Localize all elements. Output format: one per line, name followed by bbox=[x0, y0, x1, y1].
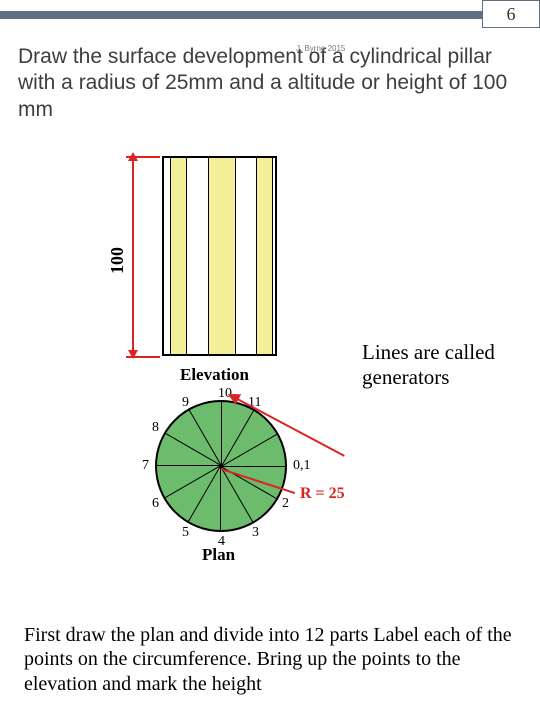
watermark: J. Byrne 2015 bbox=[296, 44, 345, 54]
content-area: J. Byrne 2015 Draw the surface developme… bbox=[18, 44, 522, 123]
radial-line bbox=[221, 409, 255, 467]
radial-line bbox=[188, 408, 222, 466]
elevation-rect bbox=[162, 156, 277, 356]
height-dimension-label: 100 bbox=[107, 247, 128, 274]
generator-line bbox=[186, 158, 187, 354]
plan-point-label: 0,1 bbox=[293, 458, 311, 474]
dimension-line-vertical bbox=[132, 156, 134, 356]
elevation-label: Elevation bbox=[180, 365, 249, 385]
dim-arrow-top bbox=[128, 152, 138, 161]
radial-line bbox=[163, 465, 221, 499]
generators-annotation: Lines are called generators bbox=[362, 340, 540, 390]
figure: 100 Elevation 0,1 2 3 4 5 6 7 bbox=[90, 150, 350, 580]
plan-point-label: 8 bbox=[152, 420, 159, 436]
plan-circle-wrap bbox=[155, 400, 287, 532]
plan-point-label: 2 bbox=[282, 496, 289, 512]
plan-point-label: 7 bbox=[142, 458, 149, 474]
plan-point-label: 9 bbox=[182, 395, 189, 411]
generator-line bbox=[170, 158, 171, 354]
title-text: Draw the surface development of a cylind… bbox=[18, 45, 507, 121]
gen-fill bbox=[208, 158, 235, 354]
generator-line bbox=[208, 158, 209, 354]
plan-point-label: 3 bbox=[252, 525, 259, 541]
generator-line bbox=[272, 158, 273, 354]
radius-label: R = 25 bbox=[300, 485, 345, 503]
plan-circle bbox=[155, 400, 287, 532]
instructions-text: First draw the plan and divide into 12 p… bbox=[24, 623, 512, 696]
radial-line bbox=[155, 465, 221, 466]
gen-fill bbox=[170, 158, 186, 354]
plan-label: Plan bbox=[202, 545, 235, 565]
generator-line bbox=[235, 158, 236, 354]
plan-point-label: 6 bbox=[152, 496, 159, 512]
plan-point-label: 5 bbox=[182, 525, 189, 541]
gen-fill bbox=[256, 158, 272, 354]
top-border-bar bbox=[0, 11, 540, 19]
radial-line bbox=[221, 466, 287, 467]
dim-arrow-bot bbox=[128, 350, 138, 359]
problem-title: J. Byrne 2015 Draw the surface developme… bbox=[18, 44, 522, 123]
page-number: 6 bbox=[482, 0, 540, 28]
radial-line bbox=[221, 400, 222, 466]
radial-line bbox=[220, 466, 221, 532]
generator-line bbox=[256, 158, 257, 354]
